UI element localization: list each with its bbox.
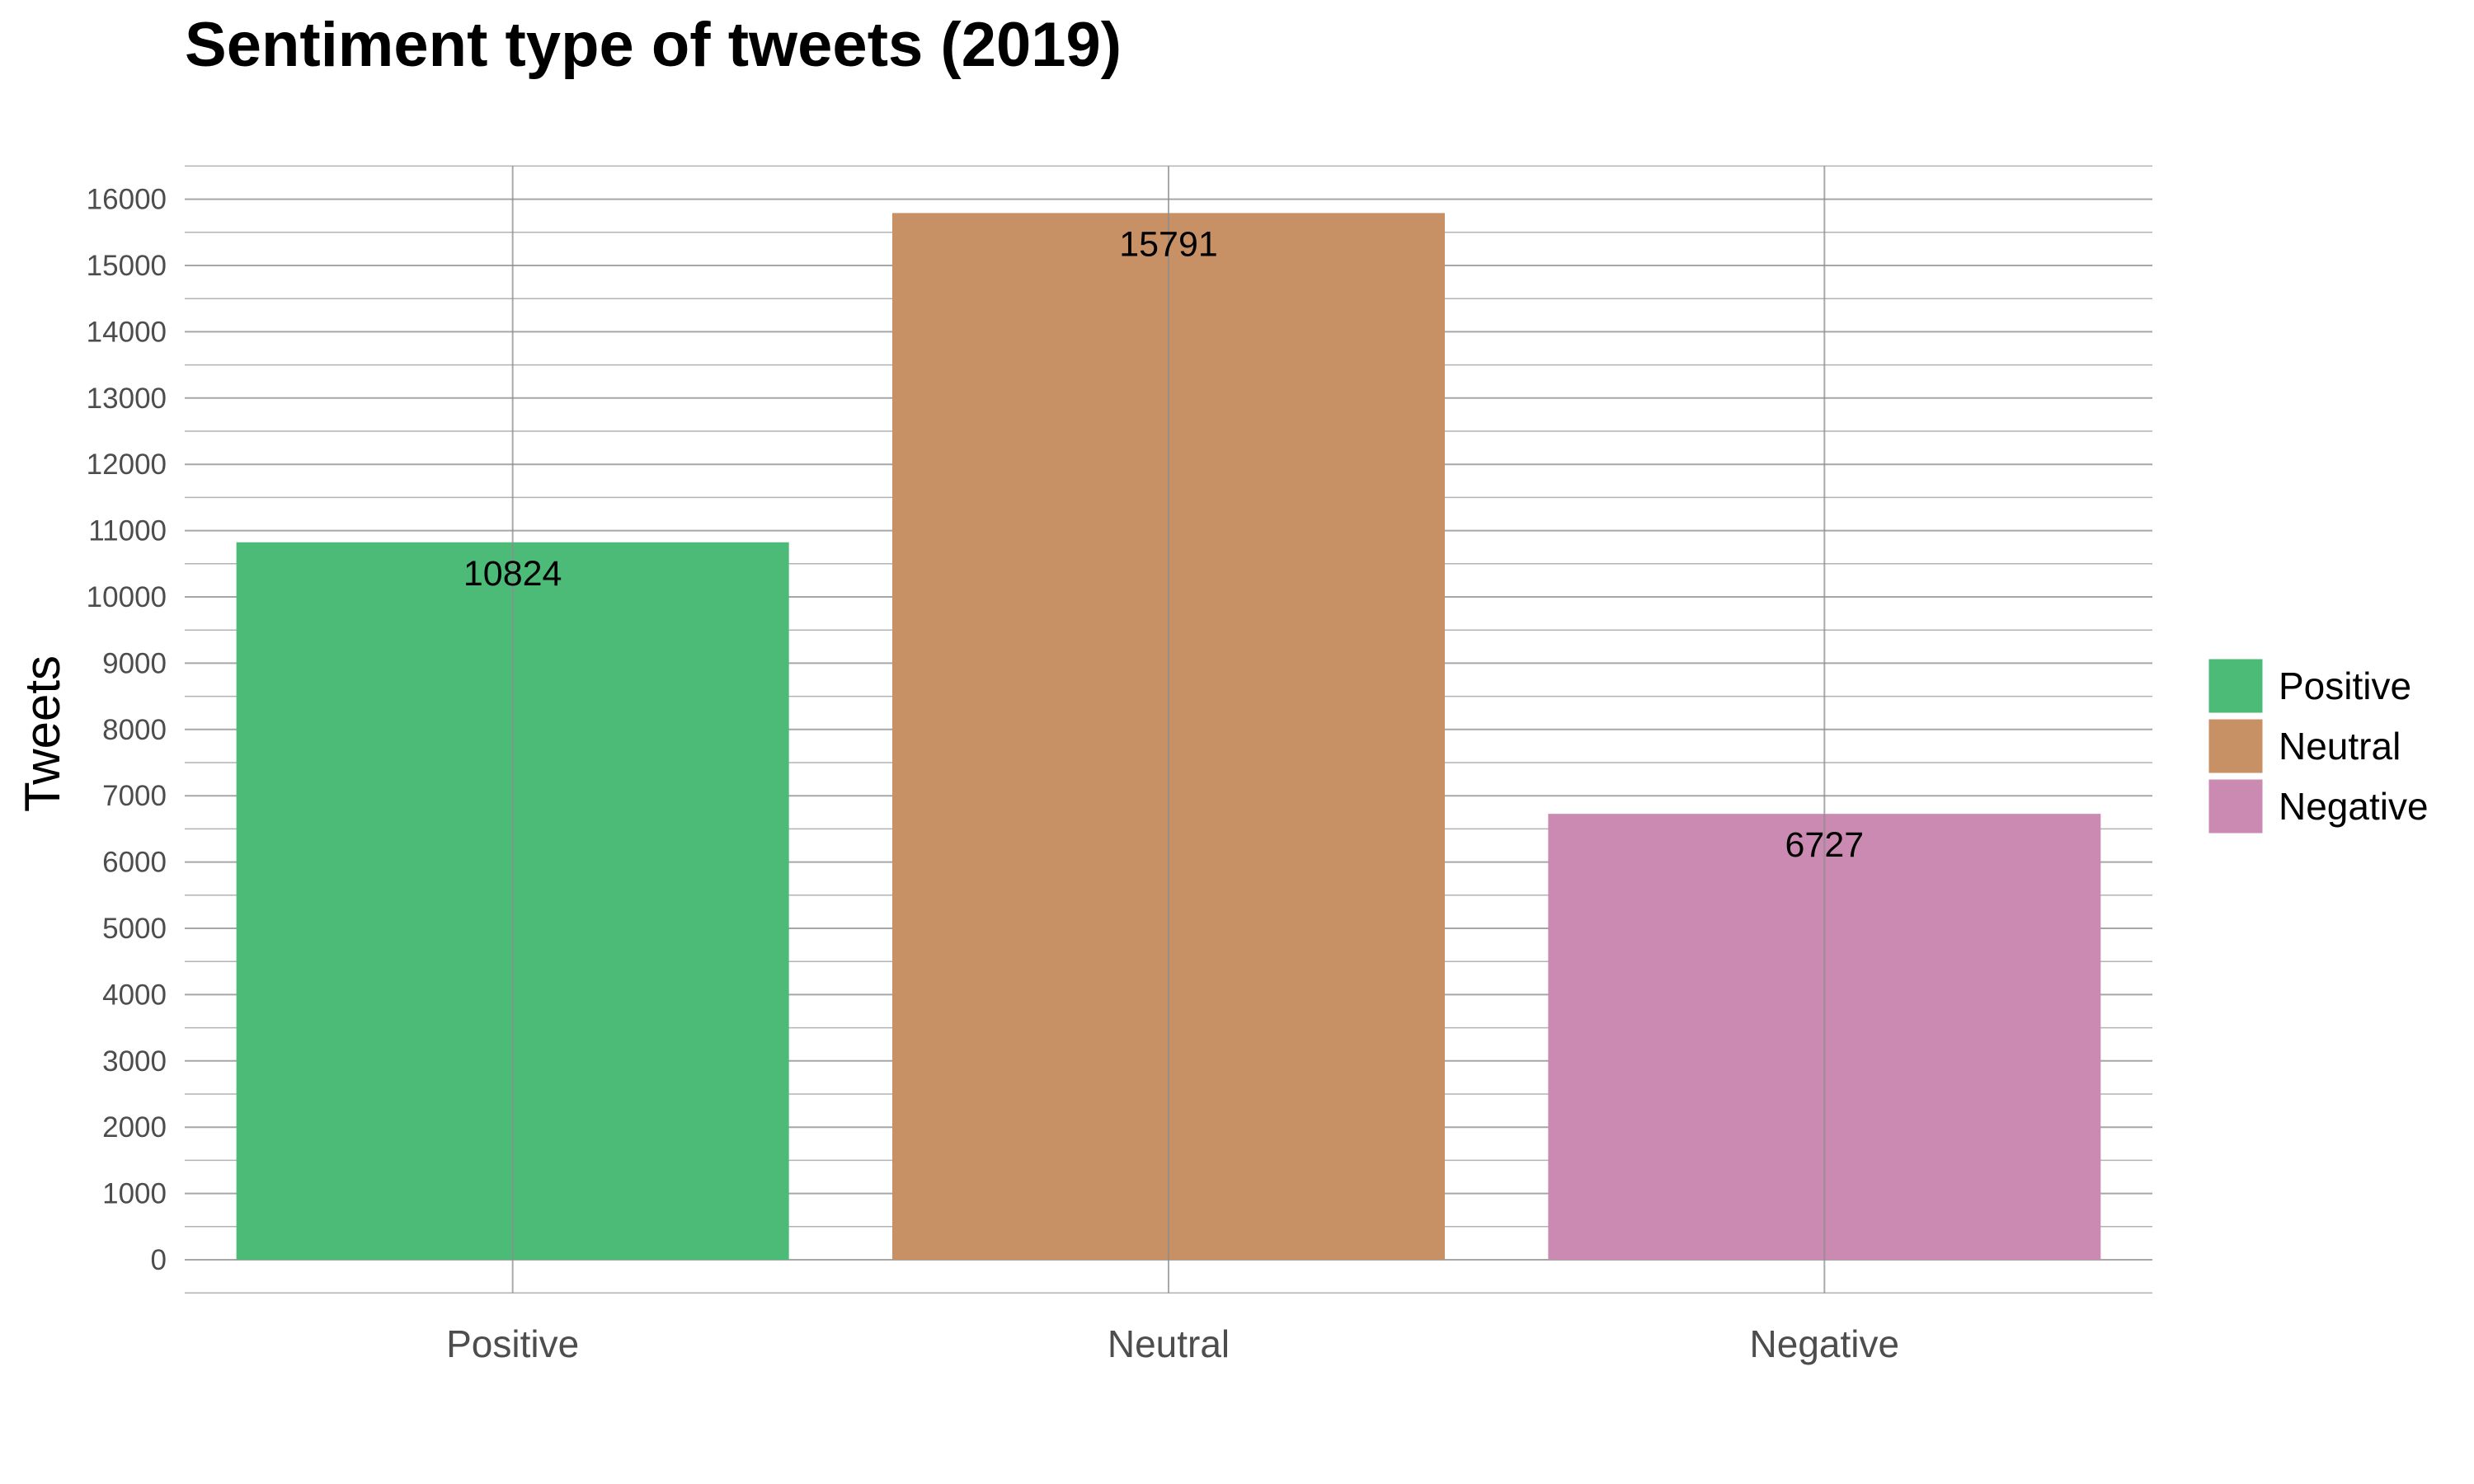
y-tick-label: 4000 xyxy=(102,979,167,1011)
y-tick-label: 15000 xyxy=(87,250,167,282)
data-label-positive: 10824 xyxy=(463,554,562,594)
data-labels: 10824 15791 6727 xyxy=(463,224,1864,865)
y-tick-label: 1000 xyxy=(102,1178,167,1210)
data-label-negative: 6727 xyxy=(1785,825,1864,865)
vertical-grid-lines xyxy=(511,166,1826,1294)
legend-key-neutral xyxy=(2206,716,2265,776)
y-tick-label: 9000 xyxy=(102,647,167,679)
legend-label-positive: Positive xyxy=(2279,665,2411,707)
y-tick-label: 8000 xyxy=(102,714,167,746)
y-tick-label: 10000 xyxy=(87,581,167,613)
legend-label-neutral: Neutral xyxy=(2279,725,2401,768)
chart-title: Sentiment type of tweets (2019) xyxy=(185,10,1122,80)
y-axis-label: Tweets xyxy=(15,655,70,812)
legend-key-positive xyxy=(2206,656,2265,716)
x-tick-label-negative: Negative xyxy=(1750,1322,1900,1365)
y-tick-label: 2000 xyxy=(102,1111,167,1144)
y-tick-label: 5000 xyxy=(102,913,167,945)
y-tick-label: 12000 xyxy=(87,448,167,481)
legend-label-negative: Negative xyxy=(2279,785,2429,828)
y-tick-label: 14000 xyxy=(87,316,167,348)
y-tick-label: 0 xyxy=(151,1244,167,1276)
x-tick-label-neutral: Neutral xyxy=(1108,1322,1230,1365)
data-label-neutral: 15791 xyxy=(1119,224,1218,264)
legend: Positive Neutral Negative xyxy=(2206,656,2429,836)
y-tick-label: 3000 xyxy=(102,1045,167,1078)
y-tick-label: 7000 xyxy=(102,780,167,812)
legend-key-negative xyxy=(2206,777,2265,836)
y-tick-label: 16000 xyxy=(87,184,167,216)
y-tick-label: 11000 xyxy=(88,515,167,547)
y-tick-label: 6000 xyxy=(102,847,167,879)
y-tick-labels: 0 1000 2000 3000 4000 5000 6000 7000 8000 9000 100… xyxy=(87,184,167,1276)
x-tick-labels: Positive Neutral Negative xyxy=(446,1322,1899,1365)
x-tick-label-positive: Positive xyxy=(446,1322,579,1365)
y-tick-label: 13000 xyxy=(87,383,167,415)
